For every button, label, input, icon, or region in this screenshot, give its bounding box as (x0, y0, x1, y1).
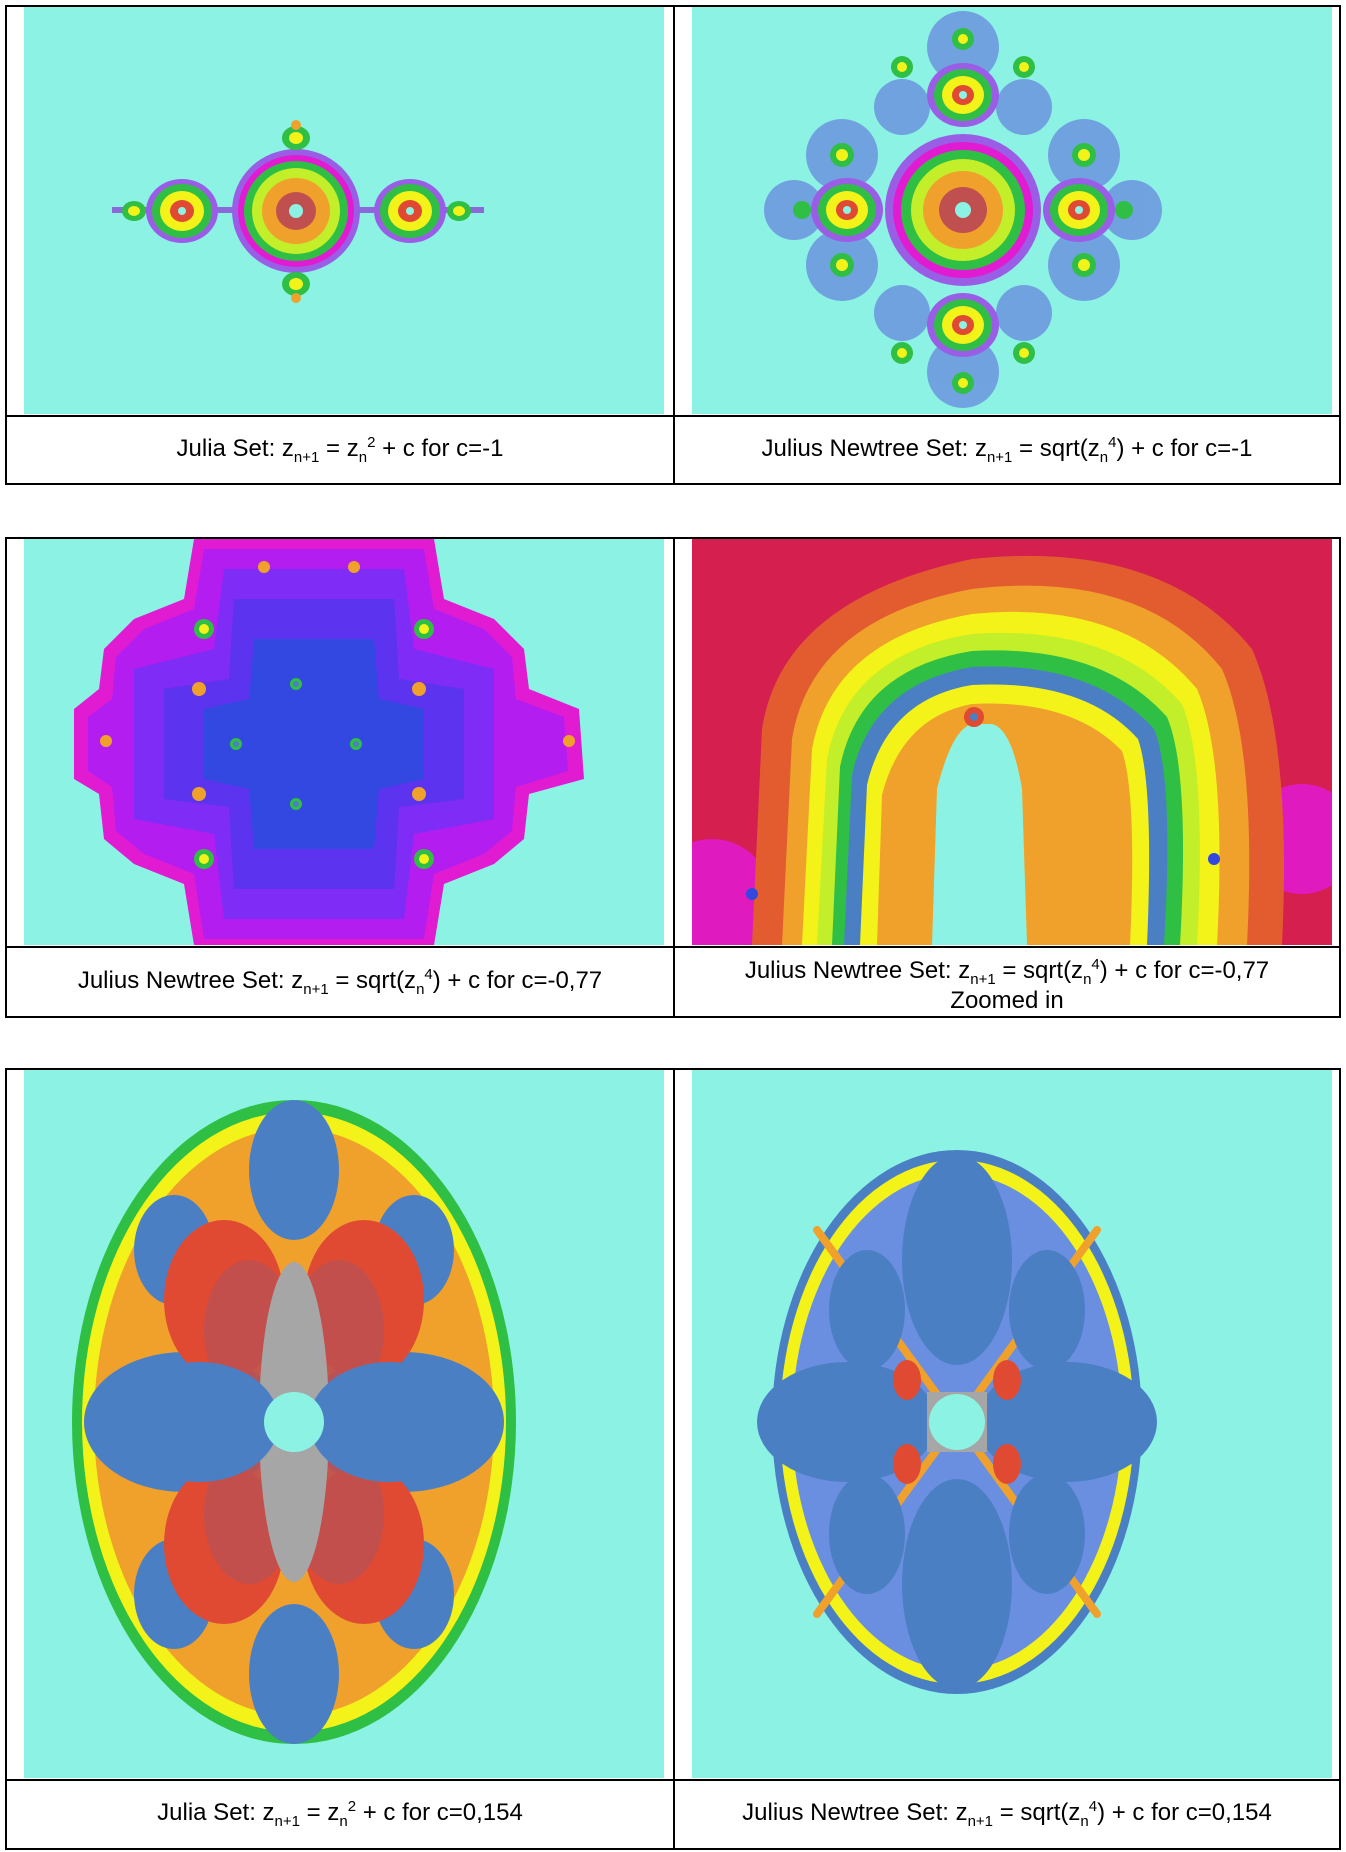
row-divider (7, 946, 1339, 948)
table-row-2: Julius Newtree Set: zn+1 = sqrt(zn4) + c… (5, 537, 1341, 1018)
julia-set-c-minus-1-image (24, 7, 664, 414)
table-row-1: Julia Set: zn+1 = zn2 + c for c=-1 Juliu… (5, 5, 1341, 485)
newtree-set-c-minus-0-77-image (24, 539, 664, 945)
table-row-3: Julia Set: zn+1 = zn2 + c for c=0,154 Ju… (5, 1068, 1341, 1850)
caption-julia-c-minus-1: Julia Set: zn+1 = zn2 + c for c=-1 (176, 434, 504, 466)
caption-newtree-c-minus-1: Julius Newtree Set: zn+1 = sqrt(zn4) + c… (761, 434, 1253, 466)
row-divider (7, 415, 1339, 417)
caption-note: Zoomed in (950, 987, 1064, 1014)
newtree-set-c-minus-1-image (692, 7, 1332, 414)
column-divider (673, 7, 675, 483)
column-divider (673, 1070, 675, 1848)
row-divider (7, 1779, 1339, 1781)
caption-newtree-c-0-154: Julius Newtree Set: zn+1 = sqrt(zn4) + c… (742, 1798, 1272, 1830)
newtree-set-c-0-154-image (692, 1070, 1332, 1778)
caption-julia-c-0-154: Julia Set: zn+1 = zn2 + c for c=0,154 (157, 1798, 523, 1830)
newtree-set-c-minus-0-77-zoomed-image (692, 539, 1332, 945)
caption-newtree-c-minus-0-77-zoomed: Julius Newtree Set: zn+1 = sqrt(zn4) + c… (675, 956, 1339, 1016)
julia-set-c-0-154-image (24, 1070, 664, 1778)
column-divider (673, 539, 675, 1016)
caption-newtree-c-minus-0-77: Julius Newtree Set: zn+1 = sqrt(zn4) + c… (77, 966, 603, 998)
